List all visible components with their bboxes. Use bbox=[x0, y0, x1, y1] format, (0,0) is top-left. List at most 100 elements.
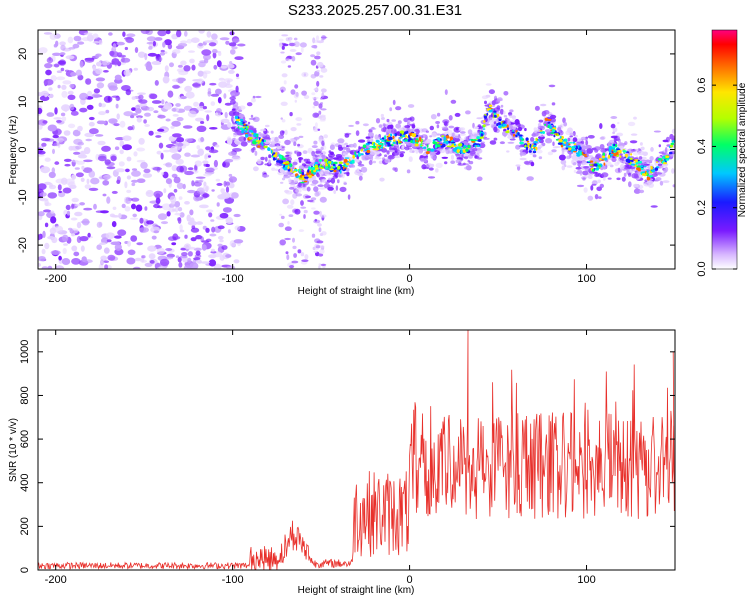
signal-core bbox=[303, 180, 308, 183]
noise-blob bbox=[137, 92, 146, 95]
noise-blob bbox=[175, 103, 181, 107]
signal-core bbox=[304, 176, 309, 179]
signal-core bbox=[497, 122, 502, 125]
noise-blob bbox=[79, 236, 89, 242]
noise-blob bbox=[57, 184, 62, 191]
noise-blob bbox=[160, 49, 165, 53]
noise-blob bbox=[298, 135, 304, 138]
signal-halo bbox=[561, 149, 565, 156]
noise-blob bbox=[54, 225, 64, 233]
noise-blob bbox=[311, 145, 318, 149]
noise-blob bbox=[230, 126, 236, 130]
signal-core bbox=[482, 128, 486, 130]
signal-core bbox=[453, 143, 456, 146]
signal-halo bbox=[394, 145, 400, 152]
signal-core bbox=[276, 160, 280, 163]
noise-blob bbox=[184, 243, 191, 249]
noise-blob bbox=[278, 38, 284, 42]
noise-blob bbox=[228, 151, 237, 156]
signal-halo bbox=[407, 119, 411, 125]
noise-blob bbox=[126, 33, 136, 38]
noise-blob bbox=[184, 234, 188, 239]
noise-blob bbox=[113, 123, 120, 127]
signal-halo bbox=[368, 129, 373, 133]
signal-core bbox=[657, 158, 663, 161]
signal-core bbox=[511, 131, 515, 134]
noise-blob bbox=[281, 73, 288, 78]
noise-blob bbox=[228, 173, 233, 177]
signal-halo bbox=[534, 105, 540, 111]
signal-halo bbox=[582, 157, 591, 160]
noise-blob bbox=[196, 78, 204, 84]
signal-core bbox=[278, 160, 284, 164]
signal-core bbox=[371, 145, 377, 149]
noise-blob bbox=[227, 122, 232, 128]
noise-blob bbox=[231, 46, 238, 50]
signal-core bbox=[493, 110, 497, 113]
noise-blob bbox=[62, 80, 72, 85]
noise-blob bbox=[131, 96, 136, 100]
noise-blob bbox=[131, 182, 136, 187]
signal-core bbox=[550, 123, 554, 126]
noise-blob bbox=[81, 165, 85, 170]
noise-blob bbox=[176, 137, 185, 143]
noise-blob bbox=[207, 155, 212, 158]
noise-blob bbox=[65, 204, 71, 211]
noise-blob bbox=[139, 217, 144, 224]
noise-blob bbox=[288, 38, 292, 44]
noise-blob bbox=[215, 112, 218, 116]
signal-core bbox=[434, 144, 438, 149]
noise-blob bbox=[88, 170, 96, 178]
signal-halo bbox=[552, 141, 555, 147]
noise-blob bbox=[159, 258, 170, 267]
signal-halo bbox=[382, 157, 386, 161]
noise-blob bbox=[47, 192, 58, 199]
noise-blob bbox=[74, 167, 80, 170]
noise-blob bbox=[220, 65, 228, 69]
noise-blob bbox=[298, 229, 305, 233]
signal-halo bbox=[286, 154, 290, 157]
signal-core bbox=[456, 149, 460, 153]
noise-blob bbox=[59, 52, 66, 56]
noise-blob bbox=[68, 227, 73, 231]
noise-blob bbox=[219, 212, 229, 219]
signal-halo bbox=[333, 157, 339, 160]
noise-blob bbox=[225, 254, 232, 258]
noise-blob bbox=[171, 153, 182, 160]
noise-blob bbox=[301, 259, 309, 263]
signal-core bbox=[404, 134, 408, 139]
noise-blob bbox=[281, 34, 289, 37]
noise-blob bbox=[189, 262, 199, 269]
signal-core bbox=[411, 133, 417, 138]
signal-core bbox=[584, 155, 588, 157]
noise-blob bbox=[161, 172, 165, 176]
noise-blob bbox=[193, 101, 199, 107]
noise-blob bbox=[213, 263, 222, 269]
noise-blob bbox=[169, 195, 177, 203]
signal-halo bbox=[523, 160, 530, 165]
noise-blob bbox=[73, 251, 80, 257]
noise-blob bbox=[300, 252, 305, 257]
noise-blob bbox=[231, 38, 240, 43]
signal-halo bbox=[232, 108, 236, 111]
noise-blob bbox=[291, 55, 296, 62]
signal-core bbox=[533, 141, 538, 144]
noise-blob bbox=[115, 103, 119, 109]
noise-blob bbox=[59, 41, 66, 46]
noise-blob bbox=[165, 178, 173, 185]
signal-core bbox=[558, 138, 563, 143]
signal-core bbox=[366, 149, 371, 154]
signal-core bbox=[663, 162, 667, 165]
noise-blob bbox=[44, 157, 51, 162]
noise-blob bbox=[132, 266, 141, 269]
signal-halo bbox=[450, 154, 455, 160]
noise-blob bbox=[126, 257, 136, 265]
signal-halo bbox=[238, 109, 243, 113]
noise-blob bbox=[52, 148, 55, 155]
signal-core bbox=[572, 151, 577, 153]
noise-blob bbox=[202, 71, 208, 79]
noise-blob bbox=[116, 176, 121, 183]
x-tick-label: 0 bbox=[407, 273, 413, 285]
signal-halo bbox=[662, 164, 667, 167]
noise-blob bbox=[52, 224, 56, 231]
